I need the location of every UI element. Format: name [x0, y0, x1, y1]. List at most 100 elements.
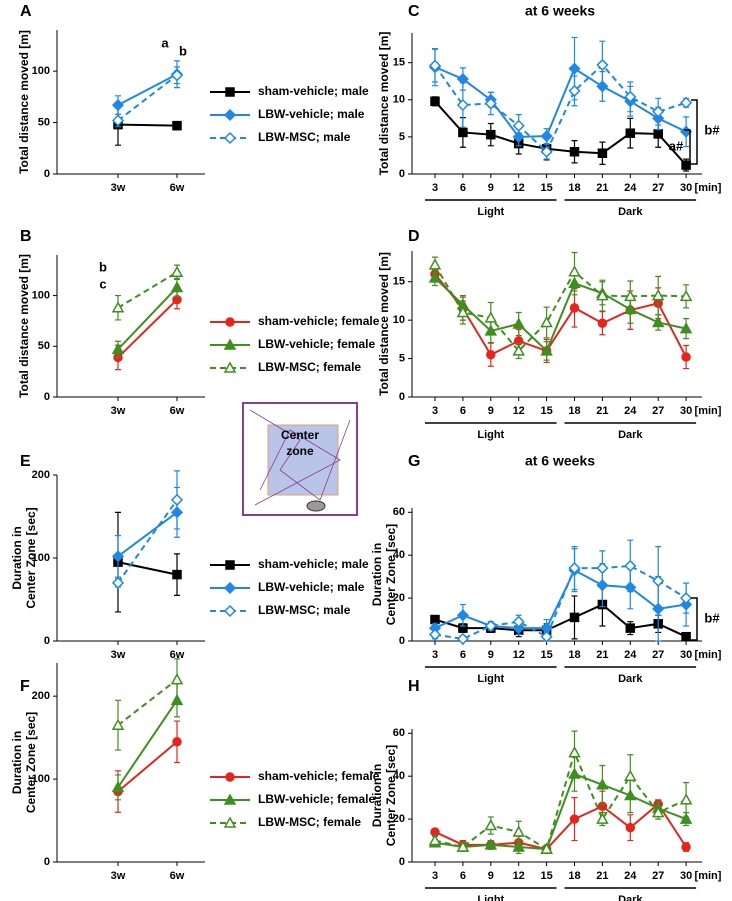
- legend-label: sham-vehicle; female: [258, 314, 380, 328]
- legend-label: LBW-MSC; male: [258, 130, 351, 144]
- y-tick-label: 5: [399, 131, 405, 143]
- x-tick-label: 21: [596, 649, 608, 661]
- y-axis-label: Total distance moved [m]: [17, 254, 31, 398]
- marker: [512, 119, 525, 132]
- x-tick-label: 30: [680, 649, 692, 661]
- series-line: [117, 561, 178, 576]
- x-tick-label: 6: [460, 405, 466, 417]
- y-tick-label: 0: [44, 635, 50, 647]
- marker: [651, 806, 665, 818]
- marker: [512, 840, 525, 852]
- y-axis-label: Center Zone [sec]: [384, 745, 398, 846]
- y-tick-label: 0: [44, 391, 50, 403]
- marker: [681, 352, 691, 362]
- marker: [569, 814, 580, 824]
- y-tick-label: 0: [399, 635, 405, 647]
- marker: [596, 562, 609, 575]
- y-tick-label: 100: [32, 773, 50, 785]
- marker: [540, 842, 553, 854]
- y-tick-label: 200: [32, 469, 50, 481]
- group-label: Dark: [618, 206, 643, 218]
- y-tick-label: 40: [393, 549, 405, 561]
- marker: [111, 718, 125, 730]
- y-axis-label: Total distance moved [m]: [17, 30, 31, 174]
- annotation: b#: [704, 610, 720, 625]
- x-tick-label: 3: [432, 870, 438, 882]
- x-tick-label: 6w: [170, 182, 185, 194]
- series-line: [117, 678, 178, 726]
- marker: [170, 673, 184, 685]
- x-tick-label: 27: [652, 649, 664, 661]
- series-line: [434, 273, 687, 358]
- marker: [540, 630, 553, 643]
- x-tick-label: 30: [680, 182, 692, 194]
- panel-letter: G: [408, 453, 420, 470]
- series-line: [434, 564, 687, 640]
- marker: [653, 129, 663, 139]
- x-tick-label: 12: [513, 182, 525, 194]
- marker: [512, 825, 525, 837]
- series-line: [434, 603, 687, 638]
- marker: [170, 69, 184, 82]
- marker: [681, 631, 691, 642]
- y-tick-label: 0: [44, 168, 50, 180]
- series-line: [117, 511, 178, 558]
- series-line: [117, 74, 178, 122]
- marker: [596, 289, 609, 301]
- legend-marker: [225, 317, 235, 327]
- y-axis-label: Center Zone [sec]: [24, 712, 38, 813]
- marker: [111, 99, 125, 112]
- y-axis-label: Duration in: [370, 543, 384, 606]
- x-tick-label: 6w: [170, 870, 185, 882]
- marker: [569, 612, 580, 623]
- series-line: [117, 741, 178, 793]
- marker: [625, 623, 636, 633]
- series-line: [434, 100, 687, 166]
- legend-marker: [223, 793, 237, 805]
- marker: [170, 493, 184, 506]
- y-axis-label: Duration in: [10, 526, 24, 589]
- x-tick-label: 27: [652, 870, 664, 882]
- annotation: b: [179, 43, 187, 58]
- marker: [568, 562, 581, 575]
- series-line: [434, 66, 687, 138]
- x-tick-label: 24: [624, 182, 637, 194]
- x-tick-label: 21: [596, 870, 608, 882]
- x-tick-label: 27: [652, 182, 664, 194]
- marker: [456, 632, 469, 645]
- y-tick-label: 40: [393, 770, 405, 782]
- marker: [652, 574, 665, 587]
- legend-marker: [223, 338, 237, 350]
- legend-marker: [225, 560, 235, 570]
- legend-label: LBW-vehicle; female: [258, 337, 375, 351]
- legend-label: LBW-MSC; female: [258, 815, 361, 829]
- x-tick-label: 12: [513, 870, 525, 882]
- marker: [624, 289, 637, 302]
- legend-marker: [225, 87, 235, 97]
- y-tick-label: 0: [399, 856, 405, 868]
- x-tick-label: 12: [513, 649, 525, 661]
- x-tick-label: 18: [568, 870, 580, 882]
- x-tick-label: 21: [596, 405, 608, 417]
- marker: [569, 146, 580, 157]
- x-tick-label: 3w: [111, 182, 126, 194]
- marker: [428, 834, 442, 846]
- marker: [458, 127, 468, 138]
- marker: [512, 317, 525, 329]
- x-tick-label: 15: [540, 182, 552, 194]
- x-tick-label: 3: [432, 182, 438, 194]
- x-tick-label: 9: [488, 405, 494, 417]
- y-axis-label: Total distance moved [m]: [377, 32, 391, 176]
- y-tick-label: 100: [32, 65, 50, 77]
- series-line: [434, 264, 687, 353]
- group-label: Dark: [618, 429, 643, 441]
- panel-letter: F: [20, 678, 30, 695]
- x-tick-label: 6: [460, 182, 466, 194]
- marker: [681, 160, 691, 170]
- marker: [111, 342, 125, 355]
- marker: [111, 301, 125, 313]
- marker: [486, 129, 496, 140]
- marker: [111, 576, 125, 589]
